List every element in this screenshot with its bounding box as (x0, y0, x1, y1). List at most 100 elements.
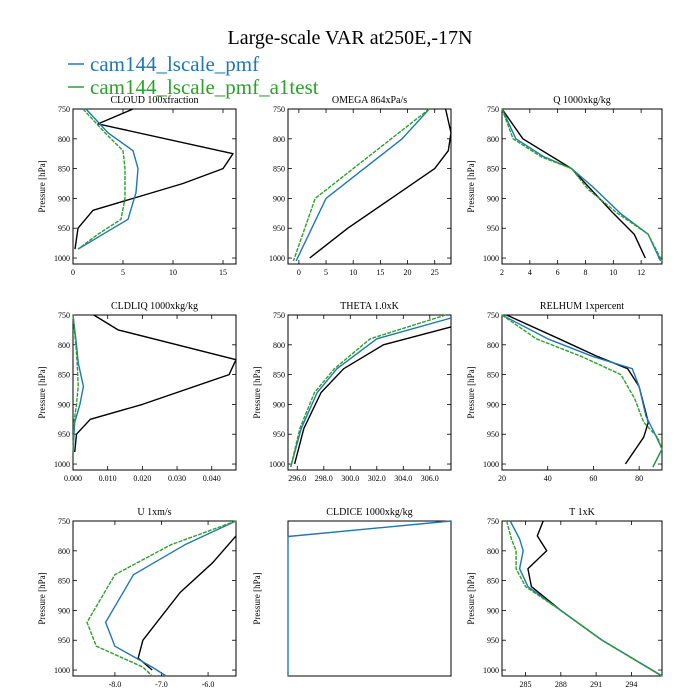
y-tick-label: 900 (273, 194, 285, 203)
y-tick-label: 800 (58, 547, 70, 556)
series-line-cam144-lscale-pmf (287, 520, 452, 676)
y-tick-label: 800 (58, 341, 70, 350)
legend-label-2: cam144_lscale_pmf_a1test (90, 75, 319, 99)
y-tick-label: 900 (58, 400, 70, 409)
y-tick-label: 950 (487, 430, 499, 439)
y-tick-label: 750 (273, 311, 285, 320)
y-axis-label: Pressure [hPa] (466, 160, 476, 212)
x-tick-label: 302.0 (368, 474, 386, 483)
y-tick-label: 850 (58, 371, 70, 380)
series-line-black (506, 314, 649, 465)
series-line-cam144-lscale-pmf (509, 520, 663, 677)
panel-title: OMEGA 864xPa/s (332, 95, 407, 106)
x-tick-label: 5 (121, 268, 125, 277)
y-tick-label: 750 (273, 105, 285, 114)
series-line-cam144-lscale-pmf (77, 108, 139, 250)
y-tick-label: 850 (58, 577, 70, 586)
series-line-cam144-lscale-pmf-a1test (86, 520, 237, 677)
panel-title: THETA 1.0xK (340, 301, 399, 312)
panel-2: OMEGA 864xPa/s 750 800 850 900 950 1000 0 5 10 15 2… (269, 95, 452, 277)
y-axis-label: Pressure [hPa] (252, 572, 262, 624)
y-tick-label: 850 (273, 165, 285, 174)
y-tick-label: 1000 (54, 460, 70, 469)
x-tick-label: -7.0 (155, 680, 168, 689)
panel-8: CLDICE 1000xkg/kg Pressure [hPa] (252, 507, 452, 677)
panel-5: THETA 1.0xK Pressure [hPa] 750 800 850 900 950… (252, 301, 452, 483)
x-tick-label: 291 (590, 680, 602, 689)
panel-frame (501, 108, 663, 265)
panel-title: Q 1000xkg/kg (553, 95, 611, 106)
x-tick-label: 0.020 (133, 474, 151, 483)
y-tick-label: 1000 (269, 460, 285, 469)
series-line-cam144-lscale-pmf-a1test (77, 108, 126, 250)
panel-4: CLDLIQ 1000xkg/kg Pressure [hPa] 750 800 850… (37, 301, 237, 483)
y-tick-label: 950 (273, 224, 285, 233)
series-line-cam144-lscale-pmf-a1test (292, 108, 430, 262)
x-tick-label: 0 (71, 268, 75, 277)
series-line-cam144-lscale-pmf (295, 108, 430, 262)
y-tick-label: 950 (273, 430, 285, 439)
x-tick-label: 25 (431, 268, 439, 277)
y-tick-label: 1000 (483, 254, 499, 263)
y-tick-label: 750 (487, 517, 499, 526)
panel-frame (72, 108, 237, 265)
panel-title: T 1xK (569, 507, 595, 518)
panel-3: Q 1000xkg/kg Pressure [hPa] 750 800 850 900 95… (466, 95, 663, 277)
x-tick-label: 285 (520, 680, 532, 689)
y-tick-label: 850 (487, 577, 499, 586)
y-tick-label: 950 (58, 224, 70, 233)
x-tick-label: 15 (376, 268, 384, 277)
y-tick-label: 950 (58, 430, 70, 439)
panel-1: CLOUD 100xfraction Pressure [hPa] 750 800 85… (37, 95, 237, 277)
y-tick-label: 950 (487, 224, 499, 233)
x-tick-label: 300.0 (341, 474, 359, 483)
y-tick-label: 900 (487, 606, 499, 615)
y-axis-label: Pressure [hPa] (466, 572, 476, 624)
panel-frame (501, 520, 663, 677)
y-tick-label: 800 (487, 135, 499, 144)
x-tick-label: 2 (500, 268, 504, 277)
series-line-cam144-lscale-pmf (501, 314, 663, 468)
x-tick-label: 0.030 (168, 474, 186, 483)
series-line-black (137, 535, 237, 671)
panel-frame (72, 314, 237, 471)
series-line-cam144-lscale-pmf-a1test (501, 314, 663, 468)
panel-frame (287, 314, 452, 471)
y-tick-label: 850 (487, 165, 499, 174)
series-line-black (501, 108, 646, 259)
y-tick-label: 1000 (54, 254, 70, 263)
x-tick-label: 40 (544, 474, 552, 483)
x-tick-label: -8.0 (109, 680, 122, 689)
y-tick-label: 900 (487, 194, 499, 203)
series-line-black (74, 314, 237, 453)
y-axis-label: Pressure [hPa] (37, 572, 47, 624)
y-axis-label: Pressure [hPa] (37, 366, 47, 418)
y-tick-label: 750 (487, 105, 499, 114)
figure-title: Large-scale VAR at250E,-17N (228, 27, 473, 49)
y-tick-label: 1000 (483, 460, 499, 469)
y-tick-label: 750 (487, 311, 499, 320)
panel-frame (287, 108, 452, 265)
series-line-cam144-lscale-pmf-a1test (290, 314, 446, 468)
x-tick-label: 304.0 (394, 474, 412, 483)
y-tick-label: 850 (58, 165, 70, 174)
y-tick-label: 800 (487, 547, 499, 556)
panel-title: CLDICE 1000xkg/kg (326, 507, 412, 518)
y-tick-label: 1000 (483, 666, 499, 675)
x-tick-label: 60 (589, 474, 597, 483)
y-tick-label: 900 (487, 400, 499, 409)
y-axis-label: Pressure [hPa] (466, 366, 476, 418)
y-tick-label: 800 (273, 341, 285, 350)
y-tick-label: 1000 (269, 254, 285, 263)
x-tick-label: 80 (635, 474, 643, 483)
y-tick-label: 1000 (54, 666, 70, 675)
y-axis-label: Pressure [hPa] (252, 366, 262, 418)
series-line-black (309, 108, 452, 259)
x-tick-label: 8 (583, 268, 587, 277)
panel-title: CLDLIQ 1000xkg/kg (111, 301, 198, 312)
x-tick-label: 298.0 (315, 474, 333, 483)
y-tick-label: 750 (58, 311, 70, 320)
panel-title: CLOUD 100xfraction (110, 95, 198, 106)
